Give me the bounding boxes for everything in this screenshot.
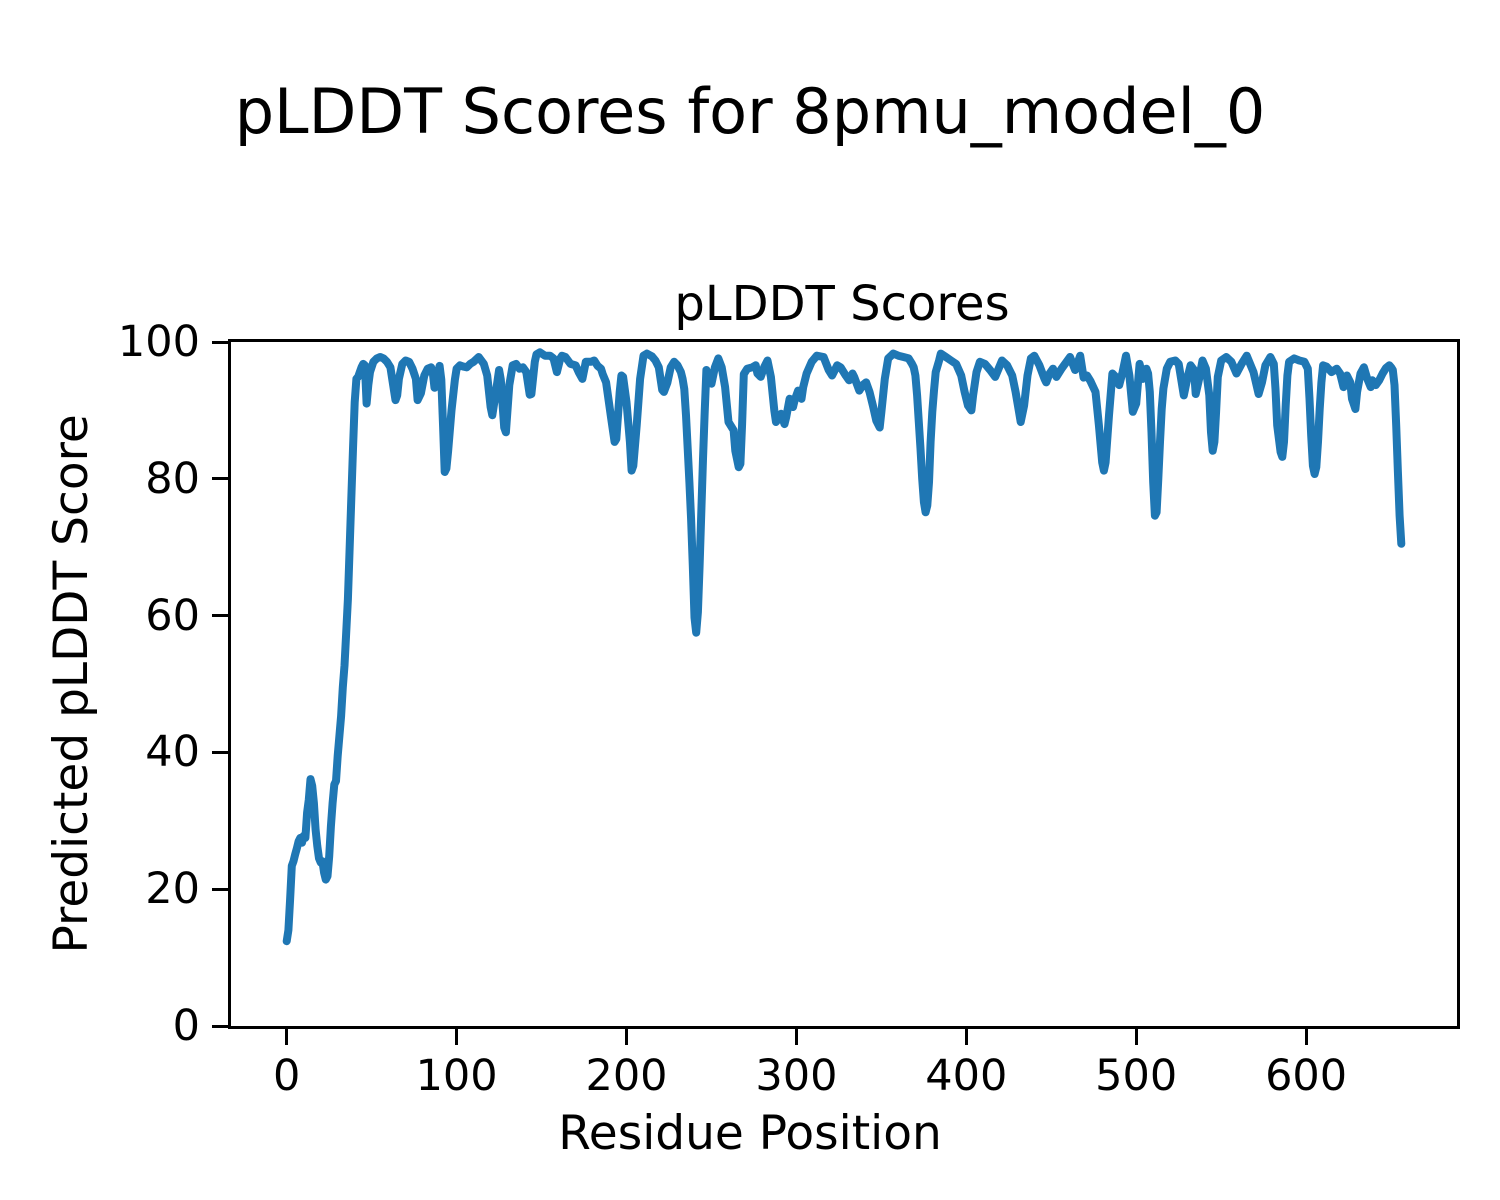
- y-tick: [212, 887, 228, 891]
- x-tick: [1134, 1029, 1138, 1045]
- x-tick-label: 500: [1095, 1051, 1178, 1101]
- x-tick-label: 100: [415, 1051, 498, 1101]
- y-tick: [212, 750, 228, 754]
- plot-area: [228, 339, 1460, 1029]
- y-tick: [212, 1024, 228, 1028]
- axes-title: pLDDT Scores: [674, 276, 1010, 332]
- plddt-line-svg: [282, 348, 1406, 946]
- x-tick-label: 300: [755, 1051, 838, 1101]
- x-tick: [794, 1029, 798, 1045]
- y-tick: [212, 477, 228, 481]
- x-tick-label: 400: [925, 1051, 1008, 1101]
- y-axis-label: Predicted pLDDT Score: [44, 414, 100, 954]
- x-tick-label: 0: [273, 1051, 301, 1101]
- figure-title: pLDDT Scores for 8pmu_model_0: [234, 75, 1266, 148]
- y-tick-label: 0: [172, 1001, 200, 1051]
- plddt-line: [282, 348, 1406, 946]
- x-tick-label: 200: [585, 1051, 668, 1101]
- x-tick: [285, 1029, 289, 1045]
- x-tick-label: 600: [1265, 1051, 1348, 1101]
- y-tick-label: 80: [145, 453, 200, 504]
- x-tick: [625, 1029, 629, 1045]
- x-tick: [964, 1029, 968, 1045]
- x-axis-label: Residue Position: [558, 1106, 942, 1161]
- x-tick: [1304, 1029, 1308, 1045]
- y-tick-label: 40: [145, 727, 200, 778]
- y-tick-label: 100: [117, 317, 200, 367]
- y-tick-label: 20: [145, 864, 200, 915]
- y-tick: [212, 614, 228, 618]
- x-tick: [455, 1029, 459, 1045]
- y-tick-label: 60: [145, 590, 200, 641]
- y-tick: [212, 340, 228, 344]
